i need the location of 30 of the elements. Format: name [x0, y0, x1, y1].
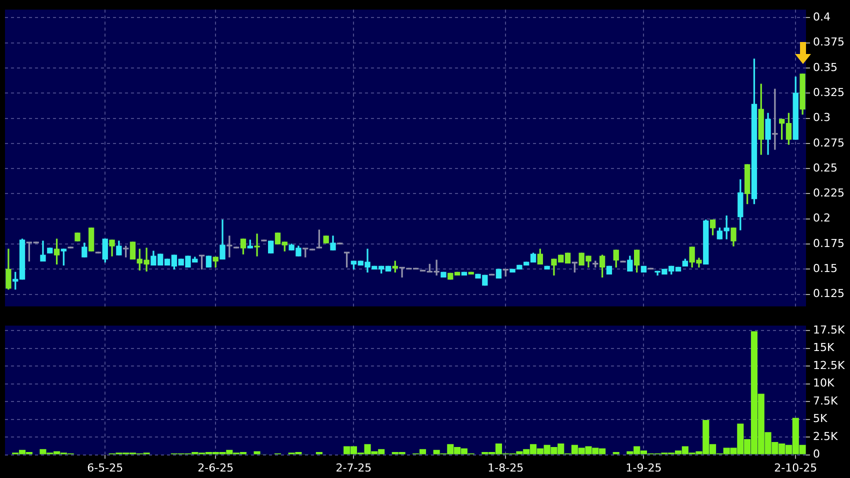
- y-tick-label: 0: [813, 448, 820, 461]
- y-tick-label: 0.125: [813, 287, 844, 300]
- y-tick-label: 0.35: [813, 60, 838, 74]
- y-tick-label: 0.325: [813, 86, 844, 99]
- bar: [316, 452, 322, 454]
- y-tick-label: 5K: [813, 412, 828, 426]
- y-tick-label: 0.375: [813, 36, 844, 49]
- y-tick-label: 0.275: [813, 136, 844, 150]
- x-tick-label: 6-5-25: [87, 461, 124, 474]
- y-tick-label: 17.5K: [813, 323, 846, 336]
- y-tick-label: 0.175: [813, 236, 844, 250]
- y-tick-label: 7.5K: [813, 394, 838, 408]
- y-tick-label: 0.2: [813, 212, 830, 225]
- y-tick-label: 0.225: [813, 186, 844, 200]
- y-tick-label: 0.15: [813, 262, 838, 276]
- bar: [612, 452, 620, 454]
- x-tick-label: 2-10-25: [774, 461, 818, 474]
- y-tick-label: 15K: [813, 341, 835, 354]
- y-tick-label: 0.4: [813, 10, 830, 24]
- candlestick: [772, 88, 778, 150]
- y-tick-label: 0.25: [813, 161, 838, 174]
- candlestick: [254, 234, 260, 256]
- x-tick-label: 1-9-25: [626, 461, 662, 474]
- y-tick-label: 2.5K: [813, 430, 838, 443]
- x-tick-label: 2-7-25: [336, 461, 372, 474]
- y-tick-label: 0.3: [813, 111, 830, 124]
- y-tick-label: 12.5K: [813, 358, 846, 372]
- x-tick-label: 1-8-25: [488, 461, 524, 474]
- x-tick-label: 2-6-25: [198, 461, 234, 474]
- y-tick-label: 10K: [813, 376, 835, 390]
